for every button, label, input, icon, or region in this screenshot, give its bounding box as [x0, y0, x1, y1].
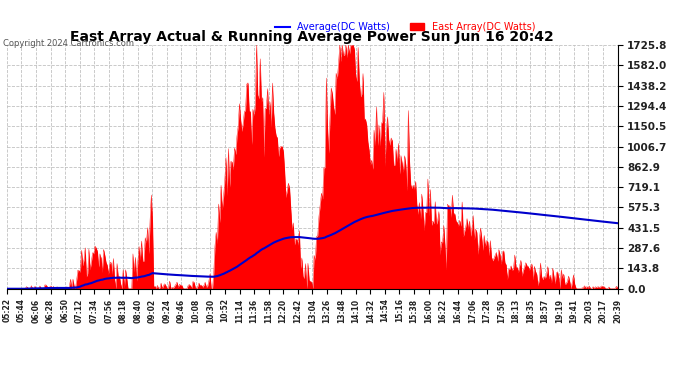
Legend: Average(DC Watts), East Array(DC Watts): Average(DC Watts), East Array(DC Watts): [271, 18, 540, 36]
Text: Copyright 2024 Cartronics.com: Copyright 2024 Cartronics.com: [3, 39, 135, 48]
Title: East Array Actual & Running Average Power Sun Jun 16 20:42: East Array Actual & Running Average Powe…: [70, 30, 554, 44]
